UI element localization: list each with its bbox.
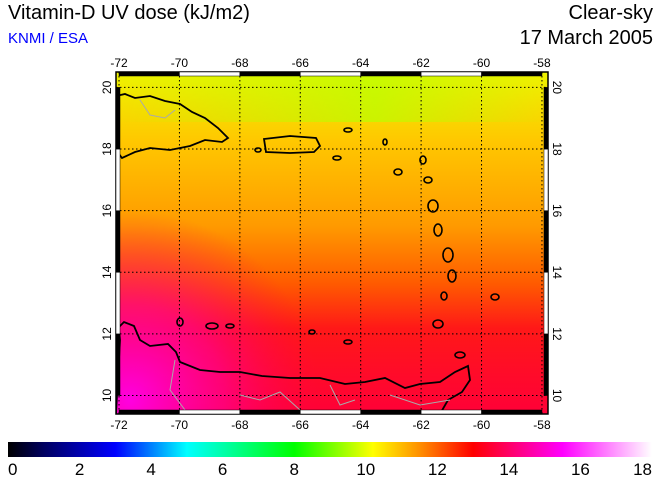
frame-segment — [115, 210, 121, 273]
colorbar-label: 6 — [218, 460, 227, 479]
lon-tick-bottom: -66 — [292, 418, 310, 432]
frame-segment — [118, 71, 180, 77]
frame-segment — [239, 71, 301, 77]
lon-tick-bottom: -58 — [533, 418, 551, 432]
frame-segment — [481, 409, 543, 415]
island-outline — [205, 322, 219, 330]
colorbar-label: 0 — [8, 460, 17, 479]
uv-field-top-band — [116, 72, 548, 122]
figure-title: Vitamin-D UV dose (kJ/m2) — [8, 2, 250, 24]
lon-tick-top: -66 — [292, 56, 310, 70]
island-outline — [442, 247, 454, 263]
frame-segment — [360, 71, 422, 77]
lat-tick-right: 12 — [550, 327, 564, 341]
lat-tick-right: 10 — [550, 389, 564, 403]
frame-segment — [543, 148, 549, 211]
coast-hispaniola — [116, 93, 230, 160]
frame-segment — [543, 333, 549, 396]
island-outline — [225, 323, 235, 329]
lon-tick-bottom: -64 — [352, 418, 370, 432]
lon-tick-bottom: -72 — [110, 418, 128, 432]
frame-segment — [179, 409, 241, 415]
lat-tick-left: 20 — [100, 80, 114, 94]
axis-labels: -72 -72 -70 -70 -68 -68 -66 -66 -64 -64 -62 -62 -60 -… — [100, 56, 564, 432]
frame-segment — [300, 409, 361, 415]
colorbar-label: 8 — [289, 460, 298, 479]
lat-tick-right: 18 — [550, 142, 564, 156]
island-outline — [343, 127, 353, 133]
lat-tick-left: 16 — [100, 204, 114, 218]
lon-tick-bottom: -68 — [231, 418, 249, 432]
lat-tick-left: 12 — [100, 327, 114, 341]
island-outline — [419, 155, 427, 165]
frame-segment — [115, 148, 121, 211]
lon-tick-top: -70 — [171, 56, 189, 70]
frame-segment — [420, 409, 482, 415]
lesser-antilles — [176, 127, 500, 359]
colorbar-label: 16 — [571, 460, 590, 479]
borders — [139, 99, 451, 411]
frame-ticks — [115, 71, 549, 415]
frame-segment — [481, 71, 543, 77]
credit-label: KNMI / ESA — [8, 30, 89, 47]
frame-segment — [543, 87, 549, 150]
uv-field-high-region — [116, 200, 548, 414]
colorbar-label: 12 — [428, 460, 447, 479]
coast-puerto-rico — [262, 135, 322, 154]
lat-tick-right: 14 — [550, 266, 564, 280]
island-outline — [393, 168, 403, 176]
frame-segment — [179, 71, 241, 77]
lon-tick-top: -58 — [533, 56, 551, 70]
frame-segment — [300, 71, 361, 77]
lat-tick-right: 20 — [550, 81, 564, 95]
lat-tick-right: 16 — [550, 204, 564, 218]
frame-segment — [115, 87, 121, 150]
island-outline — [447, 269, 457, 283]
colorbar-label: 18 — [633, 460, 652, 479]
date-label: 17 March 2005 — [519, 27, 653, 49]
colorbar — [8, 442, 652, 457]
frame-segment — [115, 333, 121, 396]
frame-segment — [543, 210, 549, 273]
frame-segment — [239, 409, 301, 415]
frame-segment — [118, 409, 180, 415]
colorbar-labels: 0 2 4 6 8 10 12 14 16 18 — [8, 460, 652, 479]
frame-segment — [115, 272, 121, 335]
lon-tick-top: -60 — [473, 56, 491, 70]
island-outline — [332, 155, 342, 161]
island-outline — [308, 329, 316, 335]
frame-segment — [420, 71, 482, 77]
island-outline — [382, 138, 388, 146]
frame-segment — [360, 409, 422, 415]
lon-tick-top: -68 — [231, 56, 249, 70]
island-outline — [343, 339, 353, 345]
coast-south-america — [116, 320, 471, 414]
lat-tick-left: 18 — [100, 142, 114, 156]
island-outline — [440, 291, 448, 301]
island-outline — [427, 199, 439, 213]
lon-tick-top: -64 — [352, 56, 370, 70]
lat-tick-left: 10 — [100, 389, 114, 403]
island-outline — [490, 293, 500, 301]
lon-tick-top: -62 — [412, 56, 430, 70]
island-outline — [432, 319, 444, 329]
island-outline — [176, 317, 184, 327]
island-outline — [254, 147, 262, 153]
colorbar-label: 10 — [356, 460, 375, 479]
island-outline — [433, 223, 443, 237]
lon-tick-bottom: -70 — [171, 418, 189, 432]
condition-label: Clear-sky — [568, 2, 653, 24]
lon-tick-bottom: -62 — [412, 418, 430, 432]
colorbar-label: 2 — [75, 460, 84, 479]
frame-segment — [543, 272, 549, 335]
lat-tick-left: 14 — [100, 265, 114, 279]
colorbar-label: 14 — [499, 460, 518, 479]
lon-tick-top: -72 — [110, 56, 128, 70]
colorbar-label: 4 — [146, 460, 155, 479]
lon-tick-bottom: -60 — [473, 418, 491, 432]
island-outline — [454, 351, 466, 359]
island-outline — [423, 176, 433, 184]
